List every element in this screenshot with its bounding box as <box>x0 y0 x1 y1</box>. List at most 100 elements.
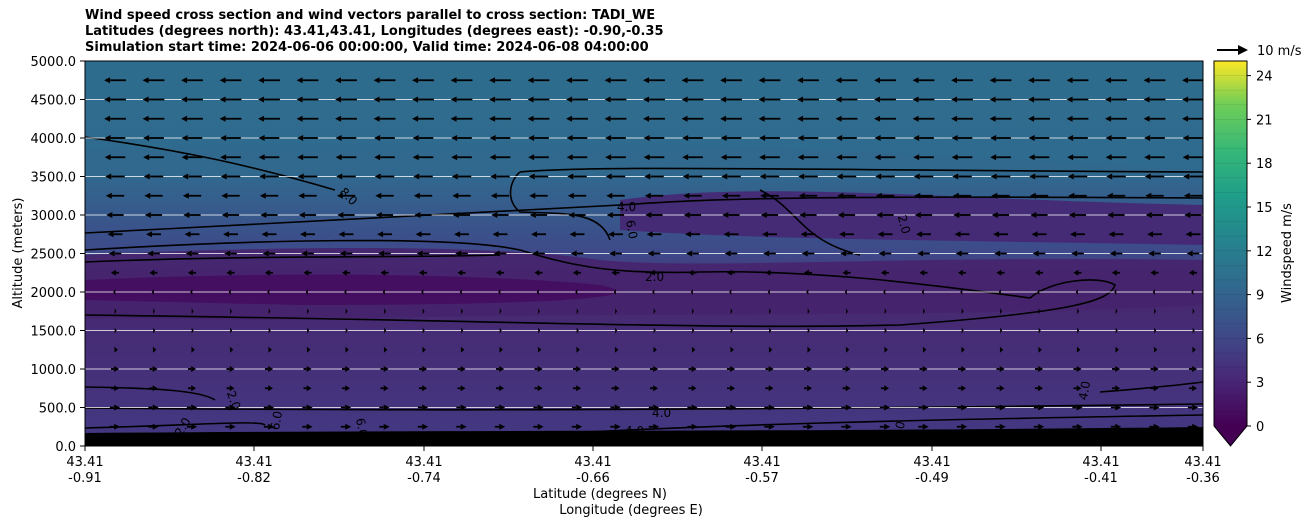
wind-vector <box>225 404 236 411</box>
wind-vector <box>844 289 847 295</box>
wind-vector <box>490 192 510 199</box>
wind-vector-head <box>492 231 499 238</box>
wind-vector <box>422 327 425 334</box>
wind-vector-head <box>730 308 733 315</box>
wind-vector-head <box>219 77 226 84</box>
wind-vector-head <box>1148 250 1155 257</box>
wind-vector-head <box>762 231 769 238</box>
wind-vector <box>104 77 126 84</box>
wind-vector-head <box>191 327 194 334</box>
wind-vector <box>917 250 930 257</box>
wind-vector <box>413 173 433 180</box>
wind-vector <box>615 308 617 315</box>
wind-vector <box>874 77 896 84</box>
upper-calm-region <box>620 191 1203 245</box>
wind-vector <box>955 250 969 257</box>
wind-vector-head <box>1038 385 1044 392</box>
colorbar-outline <box>1213 60 1248 447</box>
wind-vector <box>721 173 741 180</box>
wind-vector-head <box>147 250 154 257</box>
wind-vector <box>688 366 697 372</box>
wind-vector <box>759 173 780 180</box>
wind-vector-head <box>153 308 155 315</box>
wind-vector <box>878 250 892 257</box>
wind-vector <box>226 269 235 276</box>
wind-vector-head <box>142 77 149 84</box>
chart-title-line-1: Wind speed cross section and wind vector… <box>85 8 656 23</box>
wind-vector <box>384 327 387 334</box>
wind-vector-head <box>845 404 852 411</box>
wind-vector <box>576 327 579 334</box>
wind-vector-head <box>567 173 574 180</box>
wind-vector <box>186 404 198 411</box>
colorbar-tick-label: 21 <box>1256 113 1273 128</box>
wind-vector <box>989 77 1012 84</box>
wind-vector-head <box>375 212 382 218</box>
wind-vector <box>184 231 200 238</box>
wind-vector-head <box>807 404 814 411</box>
wind-vector-head <box>1192 327 1195 334</box>
wind-vector-head <box>1073 269 1079 276</box>
wind-vector <box>219 115 242 122</box>
wind-vector-head <box>923 308 925 315</box>
wind-vector-head <box>450 77 457 84</box>
wind-vector <box>414 212 432 218</box>
wind-vector-head <box>297 135 304 141</box>
wind-vector <box>576 308 579 315</box>
wind-vector <box>956 404 968 411</box>
wind-vector-head <box>143 173 150 180</box>
wind-vector <box>384 308 386 315</box>
wind-vector <box>536 289 539 295</box>
wind-vector <box>613 289 616 295</box>
wind-vector-head <box>1038 366 1044 372</box>
wind-vector-head <box>258 96 265 103</box>
wind-vector <box>797 115 819 122</box>
wind-vector-head <box>609 250 616 257</box>
wind-vector-head <box>1105 135 1112 141</box>
wind-vector <box>377 231 392 238</box>
wind-vector-head <box>884 385 890 392</box>
wind-vector <box>1033 423 1045 430</box>
wind-vector-head <box>258 77 265 84</box>
wind-vector <box>605 135 626 141</box>
wind-vector <box>1067 173 1088 180</box>
wind-vector-head <box>845 423 852 430</box>
wind-vector-head <box>576 346 580 353</box>
wind-vector <box>914 212 933 218</box>
wind-vector-head <box>566 135 573 141</box>
wind-vector-head <box>1143 77 1150 84</box>
x-axis-label-longitude: Longitude (degrees E) <box>559 503 703 518</box>
wind-vector <box>450 115 473 122</box>
wind-vector-head <box>144 192 151 199</box>
wind-vector-head <box>142 96 149 103</box>
wind-vector-head <box>835 77 842 84</box>
wind-vector <box>1108 231 1124 238</box>
wind-vector <box>918 423 929 430</box>
wind-vector-head <box>682 135 689 141</box>
wind-vector-head <box>107 231 114 238</box>
wind-vector <box>533 423 544 430</box>
y-tick-label: 4500.0 <box>31 94 77 109</box>
wind-vector <box>961 346 965 353</box>
wind-vector <box>990 173 1011 180</box>
wind-vector <box>1148 250 1161 257</box>
y-tick-label: 2500.0 <box>31 248 77 263</box>
wind-vector-head <box>652 289 655 295</box>
wind-vector <box>759 135 780 141</box>
wind-vector <box>913 154 934 161</box>
wind-vector <box>1034 385 1044 392</box>
wind-vector-head <box>258 154 265 161</box>
wind-vector-head <box>345 346 349 353</box>
wind-vector-head <box>220 154 227 161</box>
wind-vector-head <box>422 346 426 353</box>
wind-vector <box>644 192 664 199</box>
wind-vector-head <box>258 115 265 122</box>
wind-vector-head <box>1070 231 1077 238</box>
wind-vector <box>450 96 473 103</box>
wind-vector-head <box>730 327 733 334</box>
wind-vector <box>345 327 348 334</box>
wind-vector <box>611 366 620 372</box>
wind-vector-head <box>455 250 462 257</box>
wind-vector-head <box>191 404 198 411</box>
